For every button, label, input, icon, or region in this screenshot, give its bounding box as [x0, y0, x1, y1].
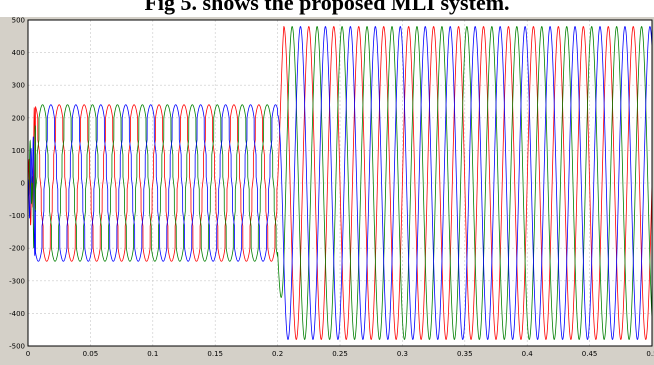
x-tick-label: 0.3 — [397, 350, 408, 358]
x-tick-label: 0.4 — [522, 350, 534, 358]
figure-caption: Fig 5. shows the proposed MLI system. — [144, 0, 510, 15]
y-tick-label: -100 — [9, 212, 25, 220]
y-tick-label: 300 — [12, 82, 25, 90]
x-tick-label: 0.35 — [457, 350, 473, 358]
y-tick-label: 0 — [21, 180, 25, 188]
x-tick-label: 0.45 — [582, 350, 598, 358]
y-tick-label: 400 — [12, 49, 25, 57]
phase-series-1 — [27, 26, 653, 340]
phase-curves — [27, 26, 653, 340]
y-tick-label: -500 — [9, 343, 25, 351]
x-tick-label: 0.15 — [207, 350, 223, 358]
x-tick-label: 0.05 — [83, 350, 99, 358]
x-tick-label: 0.2 — [272, 350, 283, 358]
y-tick-label: 500 — [12, 17, 25, 25]
x-tick-label: 0.25 — [332, 350, 348, 358]
plot-border — [27, 19, 653, 347]
y-tick-labels: 500 400 300 200 100 0 -100 -200 -300 -400 -500 — [9, 17, 25, 351]
y-tick-label: -300 — [9, 277, 25, 285]
x-tick-label: 0 — [26, 350, 30, 358]
scope-plot: 0 0.05 0.1 0.15 0.2 0.25 0.3 0.35 0.4 0.45 0.5 500… — [0, 17, 654, 365]
y-tick-label: -200 — [9, 245, 25, 253]
phase-series-3 — [27, 26, 653, 340]
phase-series-2 — [27, 26, 653, 340]
y-tick-label: -400 — [9, 310, 25, 318]
y-tick-label: 200 — [12, 114, 25, 122]
x-tick-label: 0.1 — [147, 350, 158, 358]
x-tick-labels: 0 0.05 0.1 0.15 0.2 0.25 0.3 0.35 0.4 0.45 0.5 — [26, 350, 654, 358]
y-tick-label: 100 — [12, 147, 25, 155]
x-tick-label: 0.5 — [646, 350, 654, 358]
